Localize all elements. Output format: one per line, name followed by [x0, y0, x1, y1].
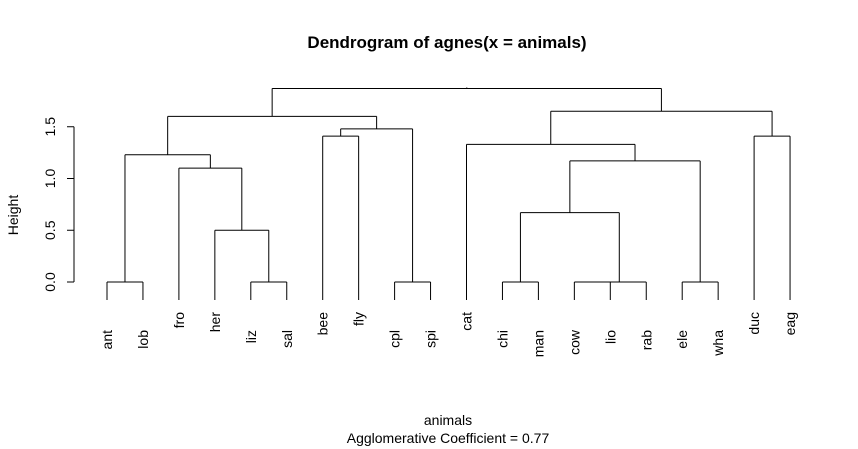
- leaf-label-liz: liz: [243, 330, 259, 343]
- y-axis-label: Height: [5, 195, 21, 236]
- agglomerative-coefficient: Agglomerative Coefficient = 0.77: [347, 430, 550, 446]
- y-tick-label: 0.5: [42, 220, 58, 240]
- leaf-label-cow: cow: [566, 329, 582, 355]
- y-axis: 0.0 0.5 1.0 1.5: [42, 117, 75, 292]
- leaf-label-ele: ele: [674, 330, 690, 349]
- leaf-label-bee: bee: [315, 312, 331, 336]
- leaf-label-lio: lio: [602, 330, 618, 344]
- leaf-labels: ant lob fro her liz sal bee fly cpl spi cat chi man c…: [99, 312, 798, 358]
- chart-title: Dendrogram of agnes(x = animals): [307, 33, 586, 52]
- y-tick-label: 0.0: [42, 272, 58, 292]
- leaf-label-cpl: cpl: [387, 330, 403, 348]
- leaf-label-eag: eag: [782, 312, 798, 335]
- leaf-label-sal: sal: [279, 330, 295, 348]
- leaf-label-lob: lob: [135, 330, 151, 349]
- x-axis-label: animals: [424, 412, 472, 428]
- y-tick-label: 1.0: [42, 169, 58, 189]
- dendrogram-tree: [106, 87, 791, 300]
- y-tick-label: 1.5: [42, 117, 58, 137]
- leaf-label-wha: wha: [710, 330, 726, 357]
- leaf-label-man: man: [530, 330, 546, 357]
- leaf-label-fly: fly: [351, 312, 367, 326]
- leaf-label-cat: cat: [459, 312, 475, 331]
- leaf-label-fro: fro: [171, 312, 187, 329]
- leaf-label-duc: duc: [746, 312, 762, 335]
- leaf-label-chi: chi: [494, 330, 510, 348]
- leaf-label-spi: spi: [423, 330, 439, 348]
- leaf-label-rab: rab: [638, 330, 654, 350]
- leaf-label-her: her: [207, 312, 223, 333]
- leaf-label-ant: ant: [99, 330, 115, 350]
